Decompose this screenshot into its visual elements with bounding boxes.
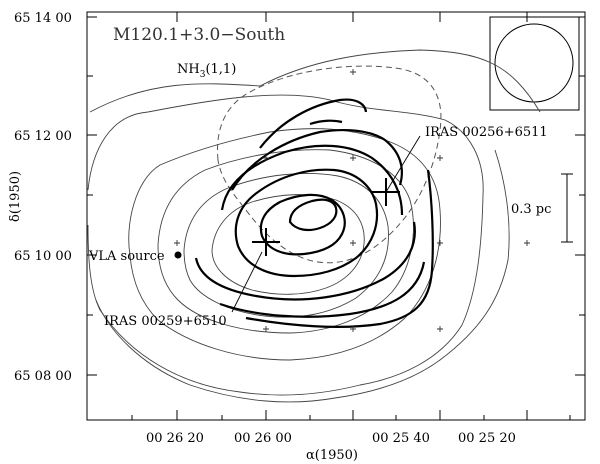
beam-circle (494, 23, 574, 103)
x-tick-label: 00 25 20 (458, 431, 516, 446)
tracer-transition: (1,1) (205, 62, 236, 77)
y-axis-title: δ(1950) (8, 171, 23, 222)
iras-north-label: IRAS 00256+6511 (425, 125, 548, 140)
x-tick-label: 00 26 00 (234, 431, 292, 446)
dashed-contour (216, 65, 442, 264)
vla-source-label: VLA source (88, 249, 165, 264)
x-tick-label: 00 26 20 (146, 431, 204, 446)
grid-markers (174, 69, 530, 332)
plot-frame (86, 11, 586, 421)
scale-bar-label: 0.3 pc (511, 202, 551, 217)
iras-south-leader (231, 251, 263, 313)
tracer-label: NH3(1,1) (177, 62, 236, 80)
tracer-subscript: 3 (200, 70, 206, 80)
y-tick-label: 65 14 00 (14, 11, 72, 26)
iras-south-cross (252, 228, 280, 256)
thick-contours (194, 98, 434, 328)
beam-frame (489, 16, 580, 111)
iras-north-leader (385, 135, 421, 193)
iras-south-label: IRAS 00259+6510 (104, 314, 227, 329)
beam-box (489, 16, 580, 111)
figure-title: M120.1+3.0−South (113, 25, 285, 45)
y-tick-label: 65 10 00 (14, 249, 72, 264)
tracer-species: NH (177, 62, 200, 77)
scale-bar (561, 173, 573, 243)
vla-source-dot (174, 251, 182, 259)
y-tick-label: 65 08 00 (14, 369, 72, 384)
y-axis-ticks (87, 16, 585, 376)
y-tick-label: 65 12 00 (14, 129, 72, 144)
x-tick-label: 00 25 40 (372, 431, 430, 446)
thin-contours (87, 49, 541, 403)
x-axis-ticks (131, 12, 571, 420)
x-axis-title: α(1950) (306, 448, 358, 463)
